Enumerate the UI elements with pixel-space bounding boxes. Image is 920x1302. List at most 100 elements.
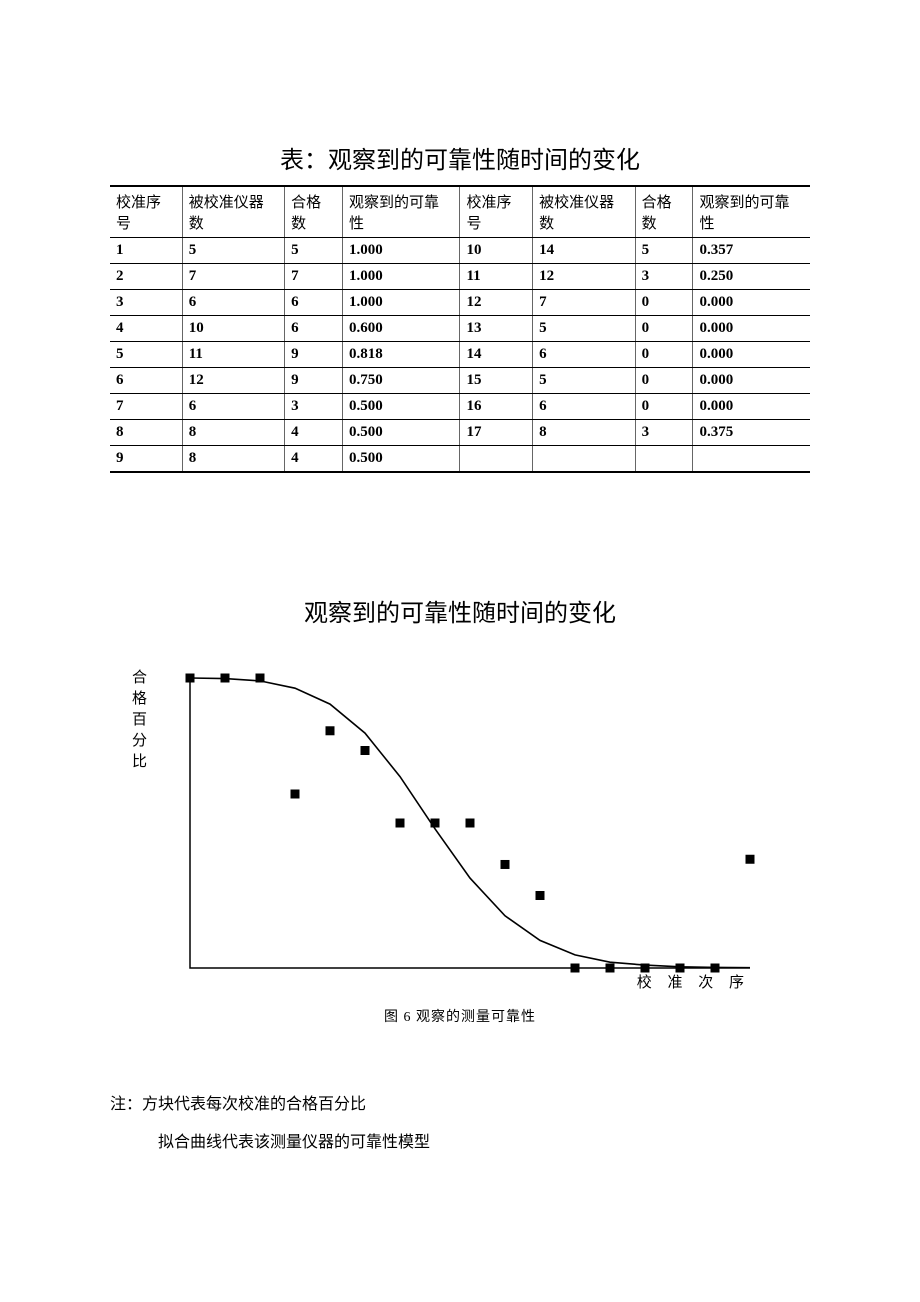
table-cell: 8	[182, 446, 284, 473]
data-point	[431, 819, 440, 828]
table-cell: 0.818	[342, 342, 460, 368]
table-cell: 3	[635, 264, 693, 290]
table-cell: 6	[182, 394, 284, 420]
table-cell: 0.500	[342, 394, 460, 420]
data-point	[256, 674, 265, 683]
table-cell: 5	[285, 238, 343, 264]
table-cell	[533, 446, 635, 473]
th-seq-l: 校准序号	[110, 186, 182, 238]
th-pass-r: 合格数	[635, 186, 693, 238]
table-cell: 6	[533, 342, 635, 368]
table-cell: 12	[533, 264, 635, 290]
table-row: 61290.75015500.000	[110, 368, 810, 394]
table-cell: 6	[110, 368, 182, 394]
table-cell: 6	[285, 316, 343, 342]
table-cell: 5	[533, 316, 635, 342]
reliability-table: 校准序号 被校准仪器数 合格数 观察到的可靠性 校准序号 被校准仪器数 合格数 …	[110, 185, 810, 473]
table-cell: 0	[635, 394, 693, 420]
table-cell: 3	[285, 394, 343, 420]
table-cell: 7	[110, 394, 182, 420]
table-cell: 8	[110, 420, 182, 446]
data-point	[221, 674, 230, 683]
table-cell: 6	[533, 394, 635, 420]
table-cell: 2	[110, 264, 182, 290]
data-point	[571, 964, 580, 973]
table-cell	[693, 446, 810, 473]
table-cell	[460, 446, 533, 473]
table-cell: 0.600	[342, 316, 460, 342]
table-cell: 0.000	[693, 368, 810, 394]
table-cell: 7	[533, 290, 635, 316]
table-cell: 0.000	[693, 394, 810, 420]
th-seq-r: 校准序号	[460, 186, 533, 238]
table-cell: 14	[533, 238, 635, 264]
table-cell: 0.750	[342, 368, 460, 394]
table-cell: 0	[635, 316, 693, 342]
table-cell: 10	[460, 238, 533, 264]
y-axis-label: 合格百分比	[132, 668, 147, 773]
table-cell: 1.000	[342, 238, 460, 264]
table-cell: 16	[460, 394, 533, 420]
table-cell: 7	[182, 264, 284, 290]
data-point	[396, 819, 405, 828]
table-cell: 9	[110, 446, 182, 473]
data-point	[501, 860, 510, 869]
table-cell: 14	[460, 342, 533, 368]
reliability-chart	[160, 668, 760, 988]
table-row: 51190.81814600.000	[110, 342, 810, 368]
notes-block: 注：方块代表每次校准的合格百分比 拟合曲线代表该测量仪器的可靠性模型	[110, 1086, 810, 1163]
data-point	[186, 674, 195, 683]
table-cell: 15	[460, 368, 533, 394]
table-cell: 5	[533, 368, 635, 394]
table-cell: 8	[182, 420, 284, 446]
table-cell: 10	[182, 316, 284, 342]
table-cell: 7	[285, 264, 343, 290]
table-row: 1551.000101450.357	[110, 238, 810, 264]
x-axis-label: 校 准 次 序	[637, 971, 750, 992]
table-cell: 9	[285, 342, 343, 368]
table-cell: 5	[110, 342, 182, 368]
data-point	[466, 819, 475, 828]
table-cell: 12	[182, 368, 284, 394]
table-cell: 4	[285, 420, 343, 446]
table-cell: 6	[182, 290, 284, 316]
table-cell: 1.000	[342, 290, 460, 316]
data-point	[746, 855, 755, 864]
chart-container: 合格百分比 校 准 次 序	[160, 668, 760, 988]
th-pass-l: 合格数	[285, 186, 343, 238]
data-point	[326, 726, 335, 735]
table-row: 8840.50017830.375	[110, 420, 810, 446]
table-title: 表：观察到的可靠性随时间的变化	[110, 140, 810, 175]
table-cell: 3	[635, 420, 693, 446]
th-rel-r: 观察到的可靠性	[693, 186, 810, 238]
table-cell: 13	[460, 316, 533, 342]
table-cell: 1.000	[342, 264, 460, 290]
table-cell: 0.000	[693, 342, 810, 368]
table-cell	[635, 446, 693, 473]
chart-title: 观察到的可靠性随时间的变化	[110, 593, 810, 628]
table-header-row: 校准序号 被校准仪器数 合格数 观察到的可靠性 校准序号 被校准仪器数 合格数 …	[110, 186, 810, 238]
figure-caption: 图 6 观察的测量可靠性	[110, 1006, 810, 1026]
table-cell: 4	[285, 446, 343, 473]
table-cell: 0	[635, 368, 693, 394]
table-row: 2771.000111230.250	[110, 264, 810, 290]
table-cell: 1	[110, 238, 182, 264]
notes-line2: 拟合曲线代表该测量仪器的可靠性模型	[110, 1124, 810, 1162]
table-cell: 11	[182, 342, 284, 368]
table-cell: 6	[285, 290, 343, 316]
data-point	[361, 746, 370, 755]
table-cell: 17	[460, 420, 533, 446]
table-row: 41060.60013500.000	[110, 316, 810, 342]
th-rel-l: 观察到的可靠性	[342, 186, 460, 238]
table-cell: 0.000	[693, 316, 810, 342]
table-cell: 8	[533, 420, 635, 446]
table-cell: 4	[110, 316, 182, 342]
th-inst-r: 被校准仪器数	[533, 186, 635, 238]
table-cell: 0	[635, 290, 693, 316]
table-cell: 0.000	[693, 290, 810, 316]
table-cell: 0.375	[693, 420, 810, 446]
table-cell: 0	[635, 342, 693, 368]
table-cell: 0.500	[342, 446, 460, 473]
table-cell: 0.500	[342, 420, 460, 446]
data-point	[291, 790, 300, 799]
